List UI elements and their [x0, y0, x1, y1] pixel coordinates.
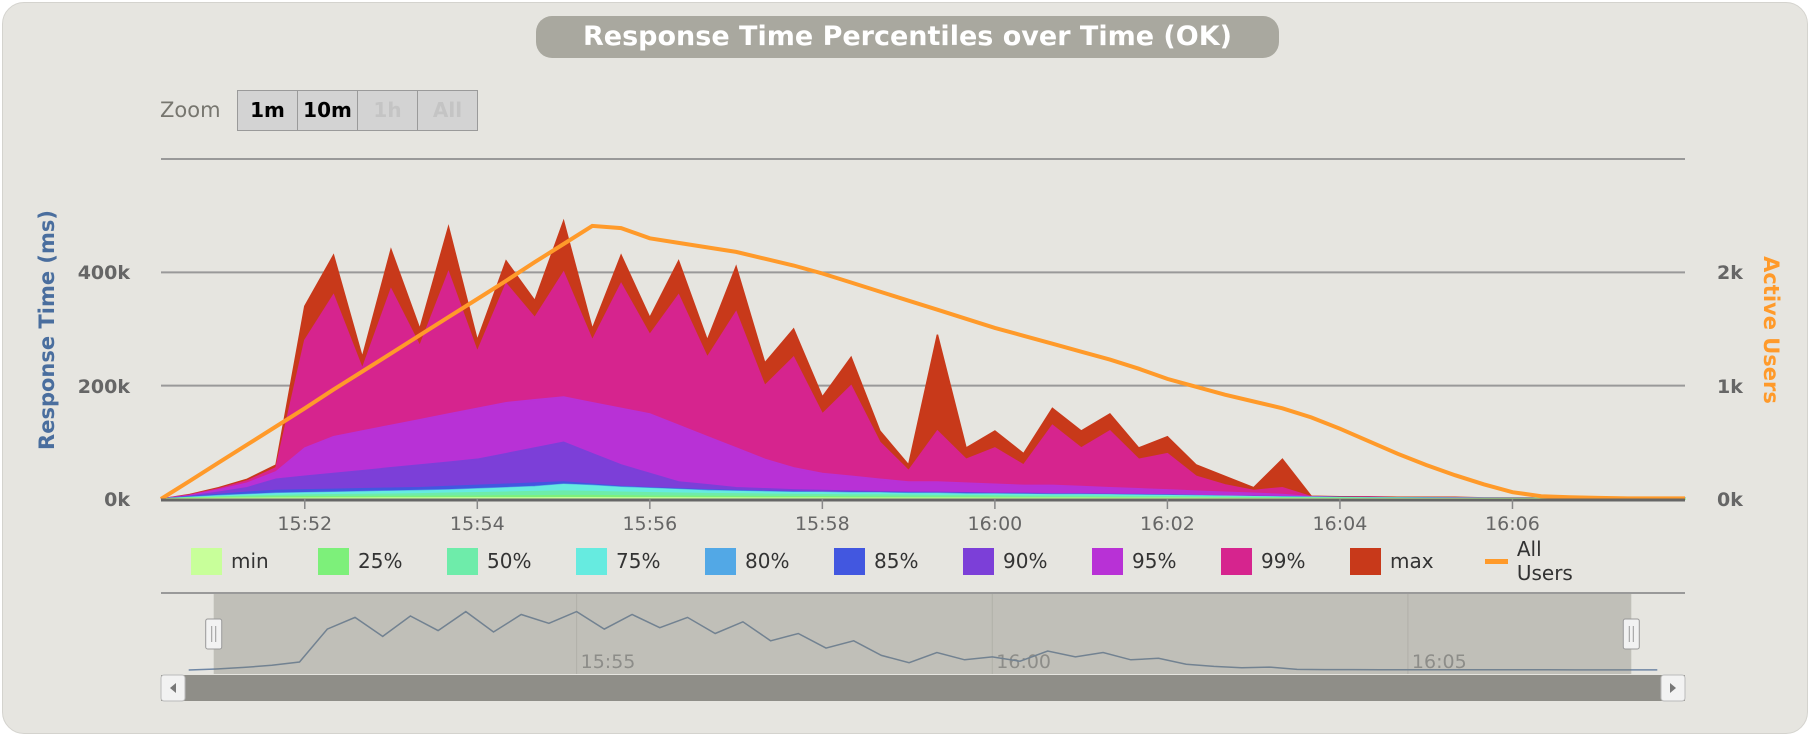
- arrow-right-icon: [1670, 683, 1676, 693]
- legend-swatch: [963, 547, 994, 575]
- navigator[interactable]: 15:55 16:00 16:05: [161, 592, 1685, 674]
- legend-item-90[interactable]: 90%: [963, 546, 1047, 576]
- users-line: [159, 223, 1685, 501]
- legend-swatch: [576, 547, 607, 575]
- navigator-selected-range[interactable]: [213, 594, 1632, 674]
- y-tick-2: 400k: [78, 262, 131, 284]
- legend-label: 99%: [1261, 549, 1306, 573]
- legend-label: 95%: [1132, 549, 1177, 573]
- legend-swatch: [1350, 547, 1381, 575]
- navigator-background: [161, 594, 1685, 674]
- legend-item-50[interactable]: 50%: [447, 546, 531, 576]
- legend-swatch: [1092, 547, 1123, 575]
- x-tick-label: 15:58: [795, 513, 850, 535]
- legend-item-all-users[interactable]: All Users: [1485, 537, 1581, 585]
- x-tick-label: 16:04: [1313, 513, 1368, 535]
- legend-item-80[interactable]: 80%: [705, 546, 789, 576]
- navigator-left-handle[interactable]: [205, 618, 223, 650]
- x-tick-label: 16:02: [1140, 513, 1195, 535]
- y2-tick-2: 2k: [1717, 262, 1743, 284]
- zoom-all-button: All: [418, 91, 477, 130]
- legend-label: 25%: [358, 549, 403, 573]
- navigator-tick-label: 16:05: [1412, 651, 1467, 673]
- legend-label: 85%: [874, 549, 919, 573]
- y2-tick-0: 0k: [1717, 489, 1743, 511]
- y-tick-1: 200k: [78, 376, 131, 398]
- percentile-areas: [160, 218, 1686, 500]
- navigator-series-line: [188, 610, 1658, 671]
- legend-swatch: [834, 547, 865, 575]
- zoom-10m-button[interactable]: 10m: [298, 91, 358, 130]
- legend-swatch: [1221, 547, 1252, 575]
- x-tick-label: 16:06: [1485, 513, 1540, 535]
- navigator-scrollbar[interactable]: [160, 674, 1686, 702]
- line-series-all-users: [159, 223, 1685, 501]
- legend-item-min[interactable]: min: [191, 546, 269, 576]
- zoom-range-selector: 1m 10m 1h All: [237, 90, 478, 131]
- legend-item-85[interactable]: 85%: [834, 546, 918, 576]
- legend-label: 80%: [745, 549, 790, 573]
- legend-item-75[interactable]: 75%: [576, 546, 660, 576]
- legend-item-25[interactable]: 25%: [318, 546, 402, 576]
- legend-swatch: [191, 547, 222, 575]
- navigator-right-handle[interactable]: [1622, 618, 1640, 650]
- legend-label: 50%: [487, 549, 532, 573]
- legend-item-99[interactable]: 99%: [1221, 546, 1305, 576]
- zoom-1h-button: 1h: [358, 91, 418, 130]
- navigator-grid: [576, 594, 1409, 674]
- legend-label: 90%: [1003, 549, 1048, 573]
- x-tick-label: 15:56: [622, 513, 677, 535]
- zoom-label: Zoom: [160, 98, 221, 122]
- x-tick-label: 15:52: [277, 513, 332, 535]
- navigator-tick-label: 16:00: [996, 651, 1051, 673]
- x-axis: [161, 498, 1685, 509]
- legend-label: max: [1390, 549, 1434, 573]
- chart-title: Response Time Percentiles over Time (OK): [536, 16, 1279, 58]
- arrow-left-icon: [170, 683, 176, 693]
- legend-swatch: [318, 547, 349, 575]
- legend-swatch: [705, 547, 736, 575]
- legend-label: 75%: [616, 549, 661, 573]
- y2-axis-title: Active Users: [1759, 256, 1783, 404]
- legend-item-95[interactable]: 95%: [1092, 546, 1176, 576]
- legend-line-swatch: [1485, 558, 1508, 564]
- legend-swatch: [447, 547, 478, 575]
- legend-label: min: [231, 549, 269, 573]
- x-tick-label: 16:00: [968, 513, 1023, 535]
- x-tick-label: 15:54: [450, 513, 505, 535]
- y-axis-title: Response Time (ms): [35, 210, 59, 450]
- navigator-tick-label: 15:55: [581, 651, 636, 673]
- y2-tick-1: 1k: [1717, 376, 1743, 398]
- scrollbar-track[interactable]: [161, 675, 1685, 701]
- legend-item-max[interactable]: max: [1350, 546, 1434, 576]
- legend-label: All Users: [1516, 537, 1573, 585]
- zoom-1m-button[interactable]: 1m: [238, 91, 298, 130]
- y-tick-0: 0k: [104, 489, 130, 511]
